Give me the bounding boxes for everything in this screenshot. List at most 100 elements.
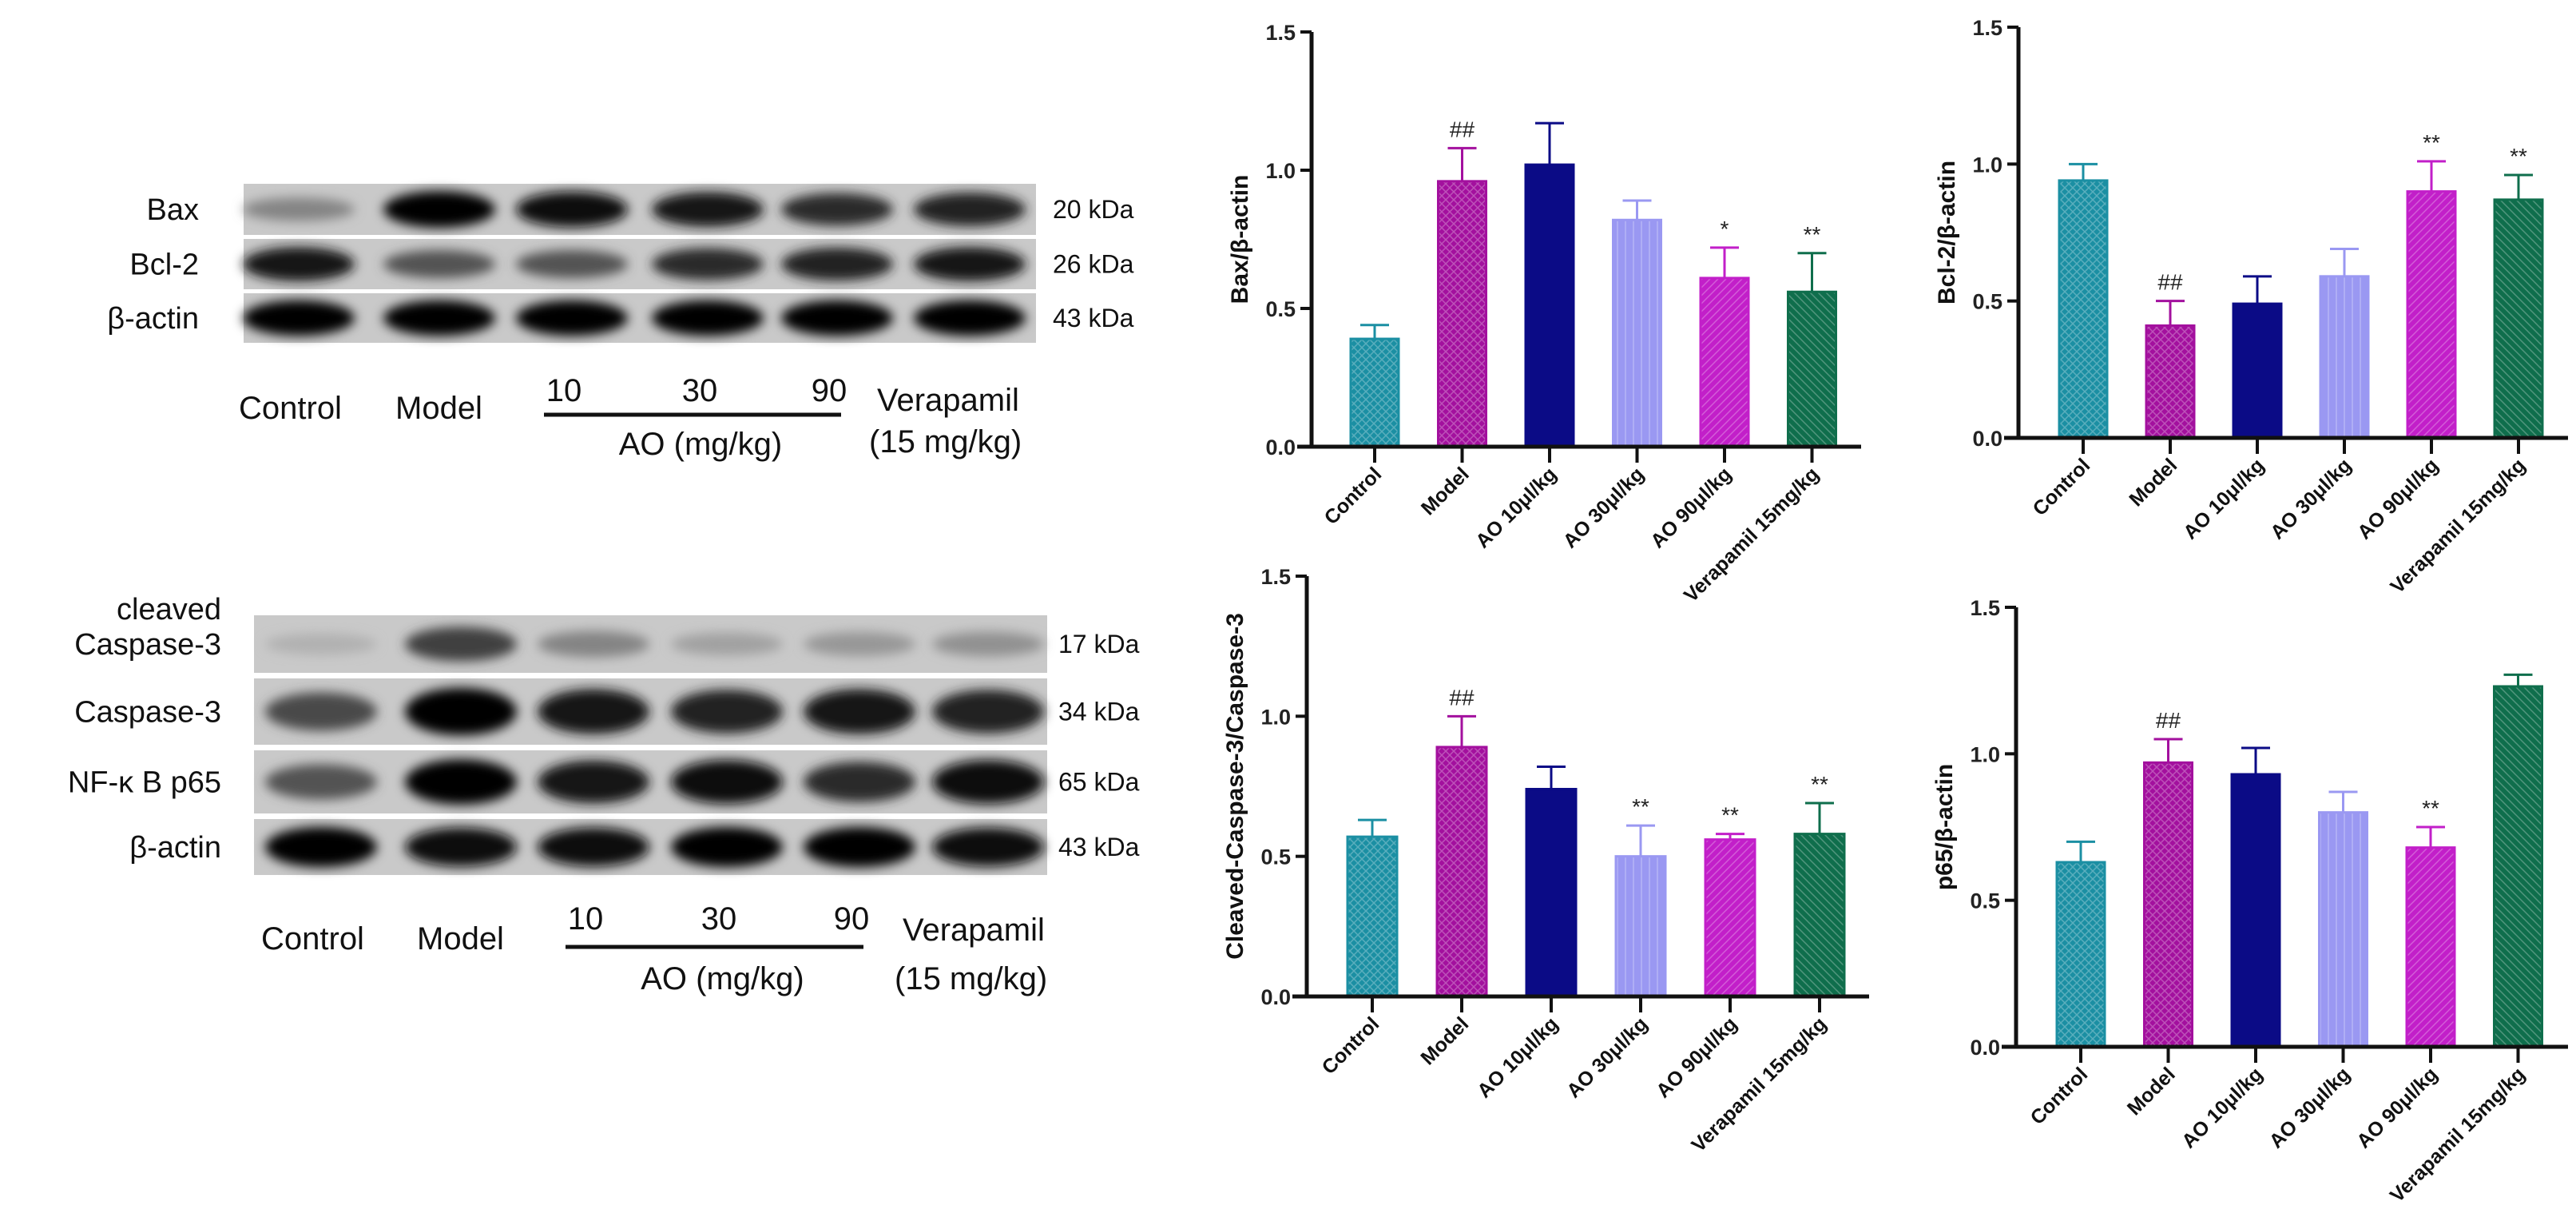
bar (1699, 276, 1750, 448)
bar (1612, 218, 1662, 448)
molecular-weight-label: 17 kDa (1058, 630, 1140, 658)
blot-band (243, 300, 355, 336)
bar (2145, 324, 2196, 439)
significance-marker: ** (1804, 222, 1821, 247)
dose-label: 30 (701, 901, 737, 937)
x-tick-label: AO 90μl/kg (2353, 454, 2443, 543)
lane-label-model: Model (417, 921, 504, 957)
lane-label-model: Model (395, 391, 482, 426)
bar (2232, 302, 2283, 439)
lane-label-verapamil: Verapamil (903, 913, 1045, 948)
bar-chart-3: Control ## Model AO 10μl/kg ** AO 30μl/kg ** AO… (1222, 565, 1869, 1156)
bar (2230, 773, 2281, 1048)
molecular-weight-label: 26 kDa (1053, 250, 1134, 279)
y-tick-label: 1.0 (1972, 153, 2002, 177)
y-tick-label: 1.0 (1265, 159, 1296, 183)
x-tick-label: AO 90μl/kg (1646, 463, 1736, 552)
y-axis-label: p65/β-actin (1931, 764, 1958, 890)
y-tick-label: 1.5 (1265, 21, 1296, 45)
bar (2143, 761, 2193, 1048)
blot-band (538, 827, 649, 867)
y-tick-label: 0.0 (1972, 427, 2002, 451)
y-axis-label: Bcl-2/β-actin (1934, 161, 1960, 304)
bar (2319, 275, 2370, 439)
protein-label: Caspase-3 (74, 696, 221, 730)
protein-label: β-actin (129, 831, 221, 865)
x-tick-label: Control (1318, 1012, 1384, 1079)
lane-label-verapamil-dose: (15 mg/kg) (869, 424, 1022, 459)
bar (1787, 290, 1837, 448)
bar (1704, 838, 1756, 998)
ao-group-label: AO (mg/kg) (619, 427, 782, 462)
bar (2493, 198, 2544, 439)
significance-marker: ## (1449, 685, 1475, 710)
significance-marker: ** (1721, 803, 1739, 828)
significance-marker: ## (1450, 117, 1475, 141)
blot-band (671, 690, 783, 734)
blot-band (781, 300, 893, 336)
lane-label-verapamil: Verapamil (877, 383, 1019, 418)
x-tick-label: AO 30μl/kg (1559, 463, 1649, 552)
significance-marker: * (1721, 217, 1729, 241)
y-axis-label: Bax/β-actin (1227, 175, 1253, 304)
bar (2493, 685, 2543, 1048)
protein-label: Bax (147, 193, 199, 227)
blot-band (671, 759, 783, 805)
blot-band (405, 827, 517, 867)
protein-label: β-actin (107, 302, 199, 336)
blot-band (671, 826, 783, 868)
blot-strip (244, 293, 1036, 343)
molecular-weight-label: 43 kDa (1053, 304, 1134, 332)
blot-band (265, 633, 377, 655)
blot-band (652, 248, 764, 280)
protein-label: cleaved (117, 593, 221, 626)
bar (2058, 179, 2109, 439)
blot-band (932, 631, 1044, 657)
ao-group-label: AO (mg/kg) (641, 961, 804, 996)
blot-band (405, 687, 517, 736)
blot-band (383, 249, 495, 279)
blot-band (538, 689, 649, 734)
bar (2405, 846, 2456, 1048)
blot-band (516, 300, 628, 336)
blot-band (914, 192, 1026, 227)
blot-band (538, 630, 649, 658)
blot-band (265, 692, 377, 731)
bar (1435, 746, 1488, 998)
protein-label: Bcl-2 (129, 249, 199, 282)
blot-band (781, 247, 893, 281)
western-blots: Bax 20 kDa Bcl-2 26 kDa β-actin 43 kDa Control… (68, 184, 1140, 996)
blot-band (383, 190, 495, 229)
dose-label: 10 (546, 373, 582, 408)
blot-band (538, 760, 649, 804)
y-tick-label: 1.5 (1970, 596, 2000, 620)
dose-label: 90 (812, 373, 847, 408)
y-tick-label: 0.5 (1972, 290, 2002, 314)
bar (1524, 163, 1575, 448)
significance-marker: ** (1632, 794, 1649, 819)
y-tick-label: 1.5 (1260, 565, 1291, 589)
x-tick-label: Model (1416, 1012, 1473, 1069)
lane-label-control: Control (261, 921, 364, 957)
bar (1793, 833, 1846, 998)
dose-label: 10 (568, 901, 604, 937)
blot-band (265, 764, 377, 800)
x-tick-label: AO 30μl/kg (1562, 1012, 1652, 1102)
blot-band (516, 191, 628, 228)
x-tick-label: Model (1417, 463, 1474, 519)
blot-band (804, 631, 915, 657)
y-tick-label: 1.0 (1260, 705, 1291, 729)
x-tick-label: AO 30μl/kg (2266, 454, 2356, 543)
dose-label: 30 (682, 373, 718, 408)
y-tick-label: 1.0 (1970, 742, 2000, 766)
x-tick-label: AO 90μl/kg (1652, 1012, 1741, 1102)
y-tick-label: 0.5 (1265, 297, 1296, 321)
lane-label-verapamil-dose: (15 mg/kg) (895, 961, 1047, 996)
dose-label: 90 (834, 901, 870, 937)
bar (1614, 855, 1667, 998)
y-tick-label: 0.0 (1260, 985, 1291, 1009)
blot-band (781, 193, 893, 226)
x-tick-label: Control (2029, 454, 2095, 520)
